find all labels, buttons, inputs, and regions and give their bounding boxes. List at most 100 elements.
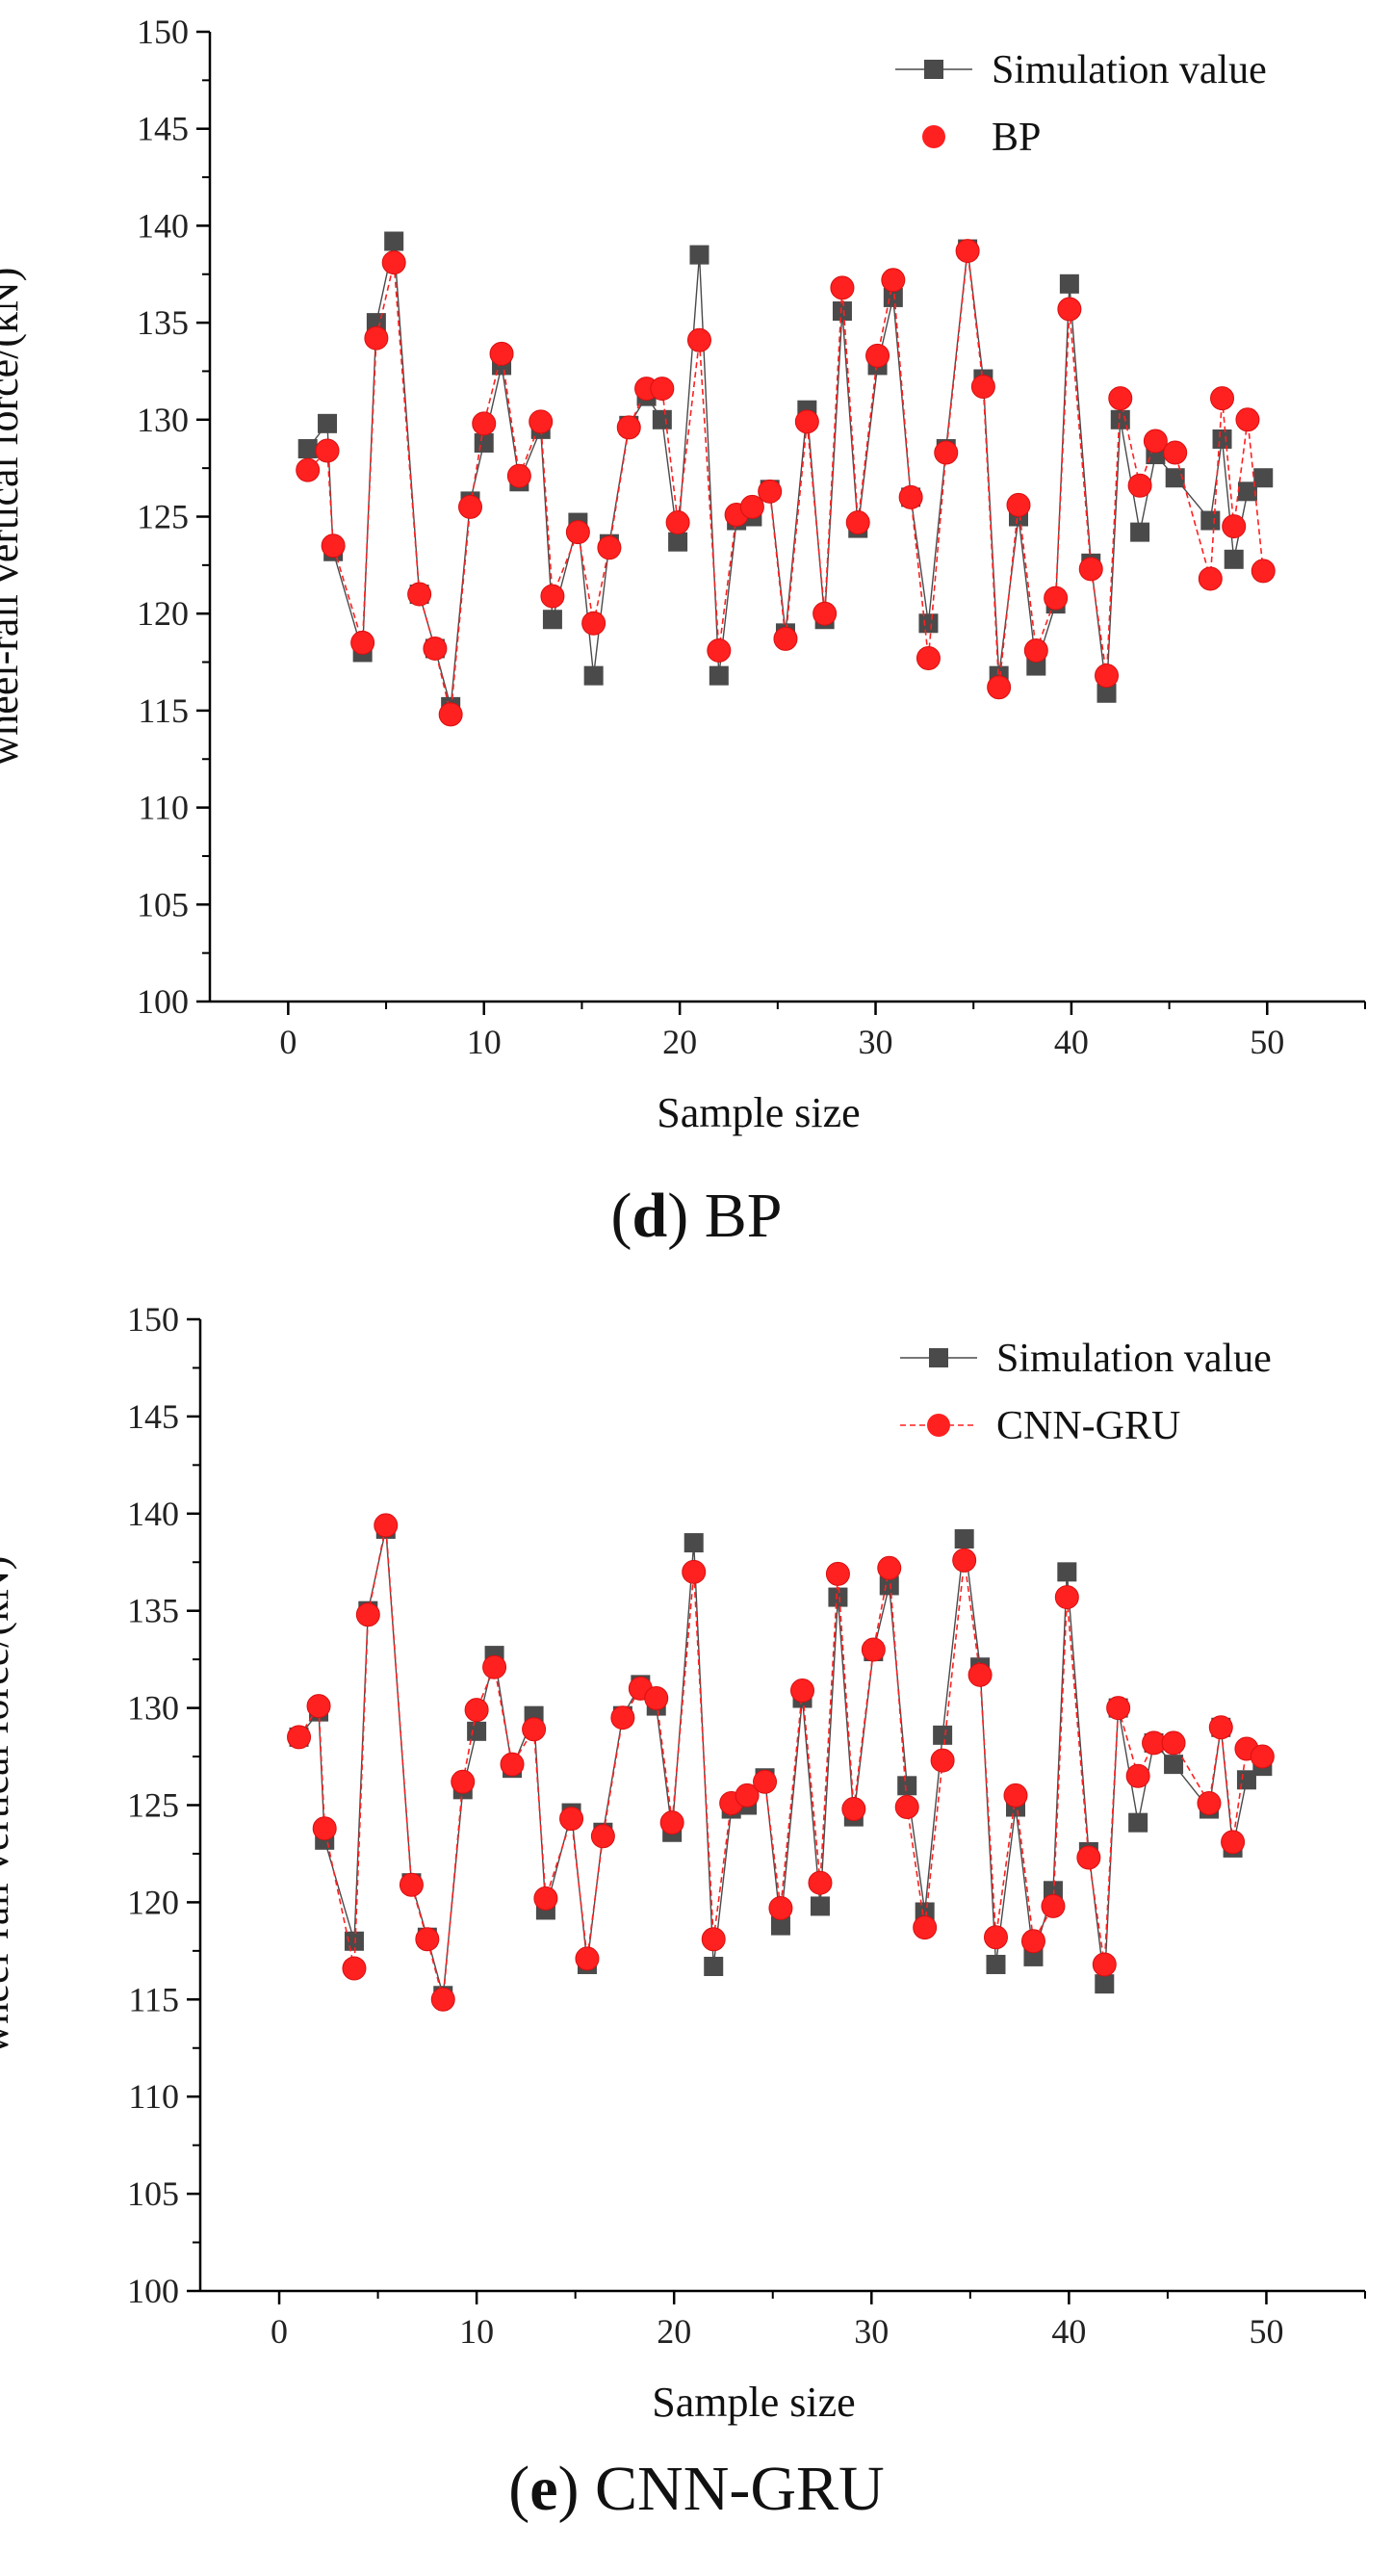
- data-point: [472, 411, 497, 436]
- x-axis-title: Sample size: [657, 1089, 860, 1136]
- data-point: [1108, 386, 1133, 411]
- data-point: [590, 1824, 615, 1849]
- data-point: [652, 409, 672, 429]
- legend-label: Simulation value: [996, 1337, 1272, 1381]
- data-point: [575, 1946, 600, 1971]
- data-point: [315, 438, 340, 463]
- legend: Simulation value CNN-GRU: [900, 1337, 1272, 1448]
- data-point: [533, 1886, 558, 1911]
- legend-marker: [929, 1348, 948, 1367]
- data-point: [482, 1654, 507, 1679]
- data-point: [451, 1769, 476, 1794]
- data-point: [709, 665, 729, 686]
- caption-cnn-gru: (e) CNN-GRU: [508, 2454, 885, 2524]
- y-tick-label: 140: [127, 1495, 179, 1533]
- y-axis-title: wheel-rail vertical force/(kN): [0, 268, 27, 767]
- data-point: [1006, 492, 1031, 517]
- y-tick-label: 150: [127, 1300, 179, 1339]
- x-tick-label: 30: [854, 2312, 889, 2351]
- data-point: [1095, 664, 1120, 689]
- data-point: [1221, 1830, 1246, 1855]
- data-point: [306, 1694, 331, 1719]
- data-point: [399, 1872, 424, 1897]
- data-point: [1054, 1585, 1079, 1610]
- data-point: [1143, 429, 1168, 454]
- y-tick-label: 105: [127, 2174, 179, 2213]
- data-point: [381, 250, 406, 275]
- data-point: [529, 409, 554, 434]
- y-tick-label: 120: [127, 1883, 179, 1921]
- data-point: [1235, 407, 1260, 432]
- data-point: [1125, 1763, 1150, 1788]
- y-tick-label: 130: [127, 1689, 179, 1728]
- data-point: [1059, 273, 1079, 294]
- data-point: [344, 1931, 364, 1951]
- data-point: [794, 409, 819, 434]
- data-point: [704, 1956, 724, 1976]
- data-point: [1127, 473, 1152, 498]
- y-tick-label: 140: [137, 206, 189, 245]
- data-point: [845, 510, 870, 535]
- x-tick-label: 10: [467, 1023, 502, 1061]
- y-tick-label: 135: [137, 303, 189, 342]
- data-point: [967, 1662, 993, 1687]
- x-tick-label: 50: [1250, 1023, 1284, 1061]
- legend-marker: [922, 125, 945, 148]
- data-point: [610, 1705, 635, 1730]
- data-point: [686, 327, 711, 352]
- data-point: [841, 1797, 866, 1822]
- data-point: [500, 1752, 525, 1777]
- data-point: [707, 637, 732, 663]
- y-tick-label: 100: [127, 2272, 179, 2310]
- data-point: [753, 1769, 778, 1794]
- legend-label: BP: [992, 116, 1041, 160]
- data-point: [565, 520, 590, 545]
- data-point: [1165, 468, 1185, 488]
- y-tick-label: 130: [137, 401, 189, 439]
- data-point: [464, 1698, 489, 1723]
- data-point: [668, 532, 688, 552]
- data-point: [318, 413, 338, 433]
- data-point: [522, 1717, 547, 1742]
- x-tick-label: 10: [459, 2312, 494, 2351]
- caption-bp: (d) BP: [610, 1181, 783, 1251]
- y-tick-label: 125: [137, 498, 189, 536]
- x-tick-label: 0: [271, 2312, 288, 2351]
- data-point: [467, 1721, 487, 1741]
- y-axis-title: wheel-rail vertical force/(kN): [0, 1556, 17, 2055]
- x-tick-label: 20: [662, 1023, 697, 1061]
- data-point: [739, 494, 764, 519]
- series-1: [287, 1513, 1275, 2012]
- data-point: [1078, 557, 1103, 582]
- data-point: [374, 1513, 399, 1538]
- x-axis-title: Sample size: [652, 2379, 855, 2426]
- legend-label: CNN-GRU: [996, 1404, 1180, 1448]
- data-point: [1057, 1562, 1077, 1582]
- data-point: [1130, 522, 1150, 542]
- data-point: [1023, 637, 1048, 663]
- data-point: [321, 533, 346, 559]
- data-point: [581, 611, 606, 636]
- caption-text: CNN-GRU: [595, 2454, 885, 2524]
- data-point: [1237, 481, 1257, 502]
- caption-letter: d: [632, 1181, 668, 1251]
- data-point: [415, 1927, 440, 1952]
- y-tick-label: 120: [137, 594, 189, 633]
- data-point: [986, 1954, 1006, 1974]
- legend-marker: [924, 60, 943, 79]
- data-point: [790, 1678, 815, 1703]
- panel-cnn-gru: 100 105 110 115 120 125 130 135 140 145 150 0 10 20 30…: [0, 1288, 1393, 2575]
- data-point: [1106, 1696, 1131, 1721]
- data-point: [898, 484, 923, 509]
- data-point: [1163, 440, 1188, 465]
- data-point: [1224, 549, 1244, 569]
- y-tick-label: 115: [138, 691, 189, 730]
- data-point: [665, 510, 690, 535]
- data-point: [1041, 1893, 1066, 1918]
- chart-cnn-gru: 100 105 110 115 120 125 130 135 140 145 150 0 10 20 30…: [0, 1300, 1366, 2426]
- data-point: [701, 1927, 726, 1952]
- data-point: [1020, 1929, 1045, 1954]
- data-point: [1222, 514, 1247, 539]
- data-point: [1076, 1845, 1101, 1870]
- x-tick-label: 30: [859, 1023, 893, 1061]
